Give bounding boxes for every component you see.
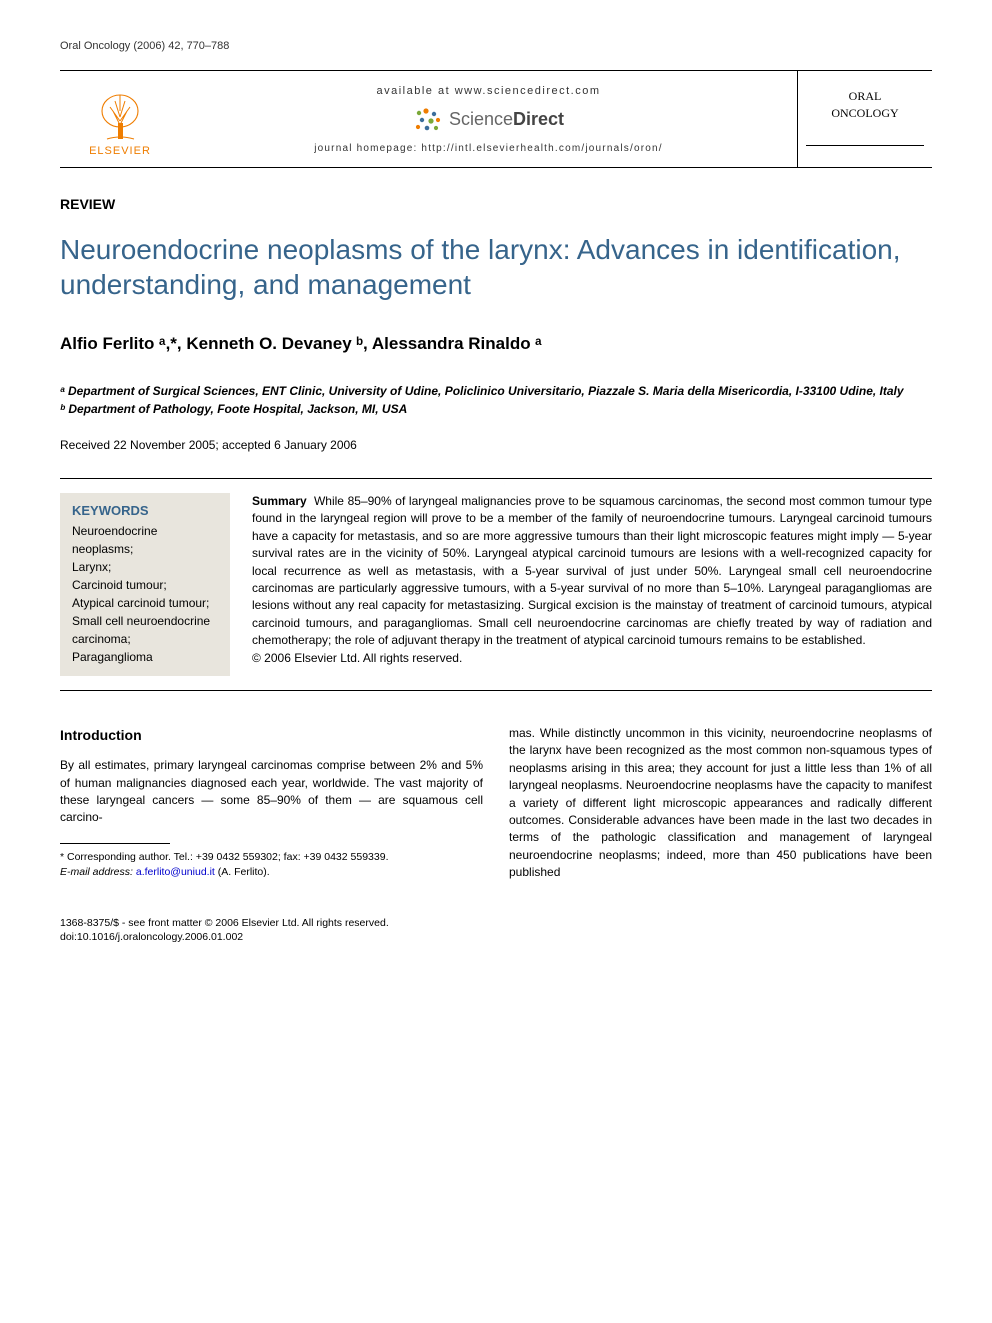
footer-line1: 1368-8375/$ - see front matter © 2006 El… bbox=[60, 916, 932, 931]
keywords-heading: KEYWORDS bbox=[72, 503, 218, 518]
journal-homepage-text: journal homepage: http://intl.elsevierhe… bbox=[314, 143, 663, 154]
journal-line1: ORAL bbox=[831, 88, 898, 105]
page-footer: 1368-8375/$ - see front matter © 2006 El… bbox=[60, 916, 932, 945]
summary-copyright: © 2006 Elsevier Ltd. All rights reserved… bbox=[252, 651, 462, 665]
running-header: Oral Oncology (2006) 42, 770–788 bbox=[60, 40, 932, 52]
affiliations: ᵃ Department of Surgical Sciences, ENT C… bbox=[60, 382, 932, 418]
banner-center: available at www.sciencedirect.com bbox=[180, 71, 797, 167]
summary-body: While 85–90% of laryngeal malignancies p… bbox=[252, 494, 932, 647]
author-email-link[interactable]: a.ferlito@uniud.it bbox=[136, 866, 215, 878]
journal-line2: ONCOLOGY bbox=[831, 105, 898, 122]
footnote-rule bbox=[60, 843, 170, 844]
sd-suffix: Direct bbox=[513, 109, 564, 129]
keywords-list: Neuroendocrine neoplasms; Larynx; Carcin… bbox=[72, 522, 218, 666]
email-label: E-mail address: bbox=[60, 866, 133, 878]
email-line: E-mail address: a.ferlito@uniud.it (A. F… bbox=[60, 865, 483, 880]
available-at-text: available at www.sciencedirect.com bbox=[376, 85, 600, 97]
journal-name-box: ORAL ONCOLOGY bbox=[797, 71, 932, 167]
article-title: Neuroendocrine neoplasms of the larynx: … bbox=[60, 232, 932, 302]
intro-right-para: mas. While distinctly uncommon in this v… bbox=[509, 725, 932, 882]
summary-text: Summary While 85–90% of laryngeal malign… bbox=[252, 493, 932, 676]
article-dates: Received 22 November 2005; accepted 6 Ja… bbox=[60, 438, 932, 452]
sd-prefix: Science bbox=[449, 109, 513, 129]
publisher-banner: ELSEVIER available at www.sciencedirect.… bbox=[60, 70, 932, 168]
email-suffix: (A. Ferlito). bbox=[218, 866, 270, 878]
abstract-block: KEYWORDS Neuroendocrine neoplasms; Laryn… bbox=[60, 478, 932, 691]
affiliation-a: ᵃ Department of Surgical Sciences, ENT C… bbox=[60, 382, 932, 400]
footnotes: * Corresponding author. Tel.: +39 0432 5… bbox=[60, 850, 483, 879]
elsevier-logo-block: ELSEVIER bbox=[60, 71, 180, 167]
introduction-heading: Introduction bbox=[60, 725, 483, 745]
corresponding-author: * Corresponding author. Tel.: +39 0432 5… bbox=[60, 850, 483, 865]
affiliation-b: ᵇ Department of Pathology, Foote Hospita… bbox=[60, 400, 932, 418]
sciencedirect-text: ScienceDirect bbox=[449, 109, 564, 130]
keywords-box: KEYWORDS Neuroendocrine neoplasms; Laryn… bbox=[60, 493, 230, 676]
elsevier-label: ELSEVIER bbox=[89, 145, 151, 157]
right-column: mas. While distinctly uncommon in this v… bbox=[509, 725, 932, 892]
left-column: Introduction By all estimates, primary l… bbox=[60, 725, 483, 892]
body-columns: Introduction By all estimates, primary l… bbox=[60, 725, 932, 892]
page-container: Oral Oncology (2006) 42, 770–788 ELSEVIE… bbox=[0, 0, 992, 975]
banner-right-divider bbox=[806, 145, 924, 146]
sciencedirect-logo: ScienceDirect bbox=[413, 107, 564, 133]
intro-left-para: By all estimates, primary laryngeal carc… bbox=[60, 757, 483, 827]
authors-line: Alfio Ferlito ᵃ,*, Kenneth O. Devaney ᵇ,… bbox=[60, 334, 932, 354]
summary-label: Summary bbox=[252, 494, 307, 508]
sciencedirect-dots-icon bbox=[413, 107, 443, 133]
article-type: REVIEW bbox=[60, 196, 932, 212]
elsevier-tree-icon bbox=[93, 81, 148, 141]
footer-line2: doi:10.1016/j.oraloncology.2006.01.002 bbox=[60, 930, 932, 945]
